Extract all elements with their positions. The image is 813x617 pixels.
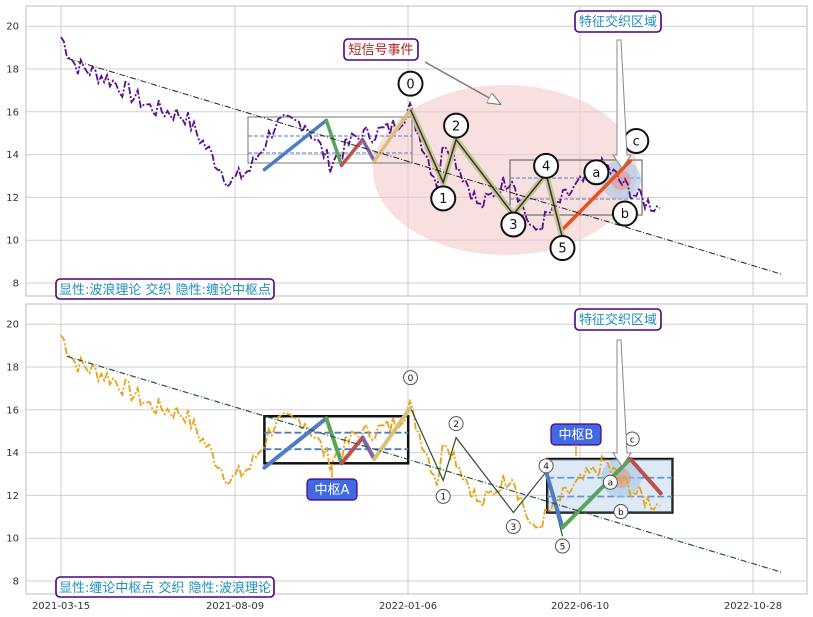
wave-point-marker — [538, 458, 554, 474]
footer-text-top: 显性:波浪理论 交织 隐性:缠论中枢点 — [59, 282, 271, 298]
wave-point-marker — [430, 185, 457, 212]
wave-segment — [360, 137, 377, 163]
feature-zone-label-top: 特征交织区域 — [574, 10, 662, 33]
wave-point-label: a — [592, 166, 600, 181]
pivot-b-label: 中枢B — [550, 423, 602, 446]
x-tick-label: 2022-06-10 — [551, 601, 609, 612]
wave-point-label: 3 — [511, 523, 517, 533]
wave-point-marker — [583, 159, 610, 186]
feature-zone-pointer-top — [612, 39, 632, 169]
pivot-segment — [360, 435, 377, 462]
x-tick-label: 2022-01-06 — [379, 601, 437, 612]
wave-segment — [324, 118, 344, 168]
feature-zone-text-bottom: 特征交织区域 — [579, 312, 657, 328]
pivot-segment — [339, 435, 365, 466]
x-tick-label: 2021-08-09 — [206, 601, 264, 612]
x-tick-label: 2021-03-15 — [32, 601, 90, 612]
y-tick-label: 18 — [6, 363, 19, 374]
y-tick-label: 14 — [6, 150, 19, 161]
y-tick-label: 16 — [6, 107, 19, 118]
wave-point-label: c — [633, 135, 640, 150]
y-tick-label: 8 — [13, 279, 19, 290]
wave-point-label: 2 — [452, 119, 460, 134]
short-signal-zone — [373, 85, 637, 255]
wave-segment — [262, 118, 329, 172]
y-tick-label: 18 — [6, 65, 19, 76]
wave-point-marker — [554, 538, 570, 554]
wave-point-marker — [602, 474, 618, 490]
wave-point-marker — [611, 200, 638, 227]
wave-point-label: 3 — [509, 218, 517, 233]
wave-point-marker — [505, 519, 521, 535]
wave-points-top: 0 1 2 3 4 5 a b c — [397, 70, 650, 262]
wave-point-marker — [500, 211, 527, 238]
footer-text-bottom: 显性:缠论中枢点 交织 隐性:波浪理论 — [59, 580, 271, 596]
short-signal-text: 短信号事件 — [348, 43, 413, 58]
feature-zone-label-bottom: 特征交织区域 — [574, 308, 662, 331]
wave-point-label: 5 — [560, 542, 566, 552]
y-tick-label: 16 — [6, 405, 19, 416]
y-tick-label: 10 — [6, 534, 19, 545]
y-tick-label: 20 — [6, 22, 19, 33]
y-tick-label: 8 — [13, 577, 19, 588]
trend-line-top — [66, 57, 783, 275]
y-tick-label: 14 — [6, 448, 19, 459]
wave-point-label: a — [608, 479, 614, 489]
pivot-b-text: 中枢B — [559, 428, 594, 443]
wave-point-label: 0 — [408, 374, 414, 384]
feature-zone-pointer-bottom — [612, 339, 632, 467]
wave-points-bottom: 0 1 2 3 4 5 a b c — [403, 370, 640, 554]
wave-segment — [372, 107, 413, 163]
y-tick-label: 20 — [6, 320, 19, 331]
wave-box-1 — [247, 116, 413, 164]
wave-point-label: 2 — [453, 420, 459, 430]
price-line-top — [60, 36, 661, 232]
footer-label-bottom: 显性:缠论中枢点 交织 隐性:波浪理论 — [55, 576, 275, 598]
wave-point-marker — [443, 112, 470, 139]
wave-point-marker — [549, 235, 576, 262]
pivot-segment — [560, 457, 633, 530]
wave-point-label: 4 — [543, 462, 549, 472]
wave-point-label: 4 — [542, 160, 550, 175]
wave-segment — [560, 159, 633, 232]
wave-point-label: c — [630, 435, 635, 445]
pivot-segment — [262, 416, 329, 470]
wave-point-label: b — [618, 508, 624, 518]
pivot-a-text: 中枢A — [315, 483, 350, 498]
wave-point-label: 0 — [406, 77, 414, 92]
wave-point-label: 1 — [440, 493, 446, 503]
panel-bottom-frame — [25, 303, 808, 595]
pivot-segment — [544, 469, 565, 530]
pivot-segment — [628, 457, 663, 496]
wave-point-marker — [613, 504, 629, 520]
short-signal-arrow — [424, 61, 500, 104]
y-tick-label: 10 — [6, 236, 19, 247]
pivot-a-label: 中枢A — [306, 478, 358, 501]
pivot-segment — [324, 416, 344, 466]
panel-top-yticks: 8 10 12 14 16 18 20 — [6, 22, 19, 290]
feature-zone-core — [611, 170, 631, 190]
price-line-bottom — [60, 334, 661, 530]
wave-point-label: b — [621, 207, 629, 222]
wave-point-label: 5 — [558, 242, 566, 257]
short-signal-label: 短信号事件 — [343, 38, 419, 61]
y-tick-label: 12 — [6, 491, 19, 502]
wave-point-marker — [397, 70, 424, 97]
wave-point-marker — [448, 416, 464, 432]
y-tick-label: 12 — [6, 193, 19, 204]
footer-label-top: 显性:波浪理论 交织 隐性:缠论中枢点 — [55, 278, 275, 300]
wave-point-label: 1 — [439, 192, 447, 207]
wave-point-marker — [403, 370, 419, 386]
panel-bottom-xticks: 2021-03-15 2021-08-09 2022-01-06 2022-06-10… — [32, 601, 782, 612]
wave-point-marker — [435, 488, 451, 504]
panel-bottom-yticks: 8 10 12 14 16 18 20 — [6, 320, 19, 588]
trend-line-bottom — [66, 355, 783, 574]
feature-zone-text-top: 特征交织区域 — [579, 14, 657, 30]
wave-segment — [339, 137, 365, 168]
wave-point-marker — [533, 152, 560, 179]
x-tick-label: 2022-10-28 — [724, 601, 782, 612]
